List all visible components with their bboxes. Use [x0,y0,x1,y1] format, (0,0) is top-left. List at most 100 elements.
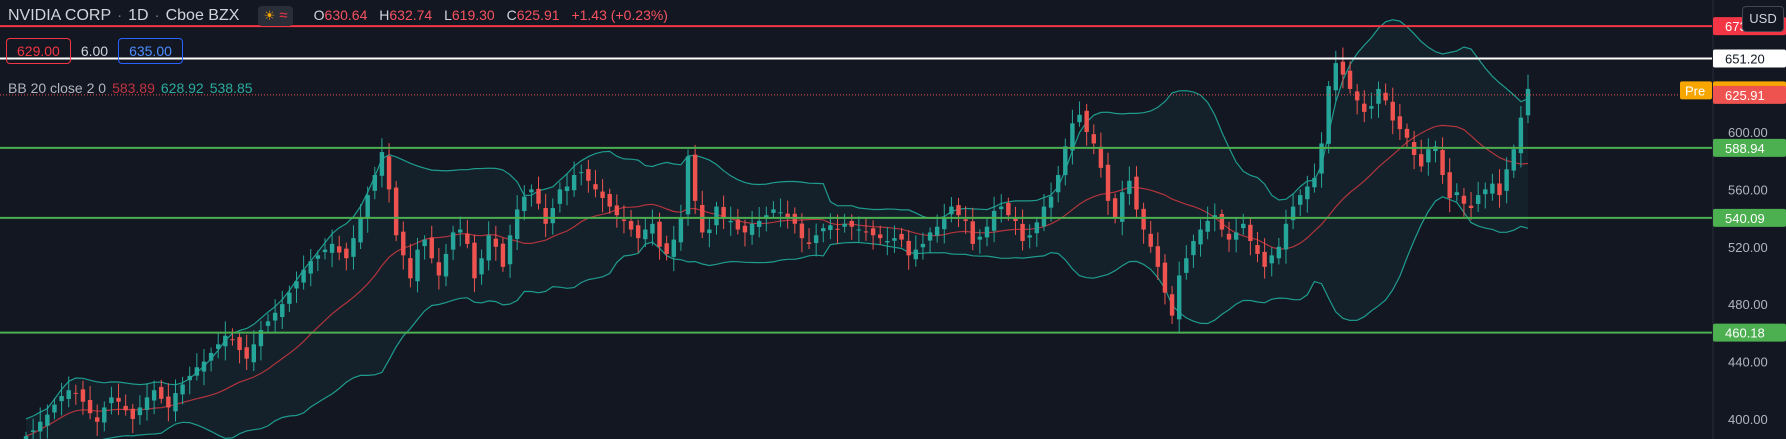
candle-body [785,213,790,219]
candle-body [486,235,491,261]
high-value: 632.74 [389,6,433,23]
interval-label[interactable]: 1D [128,6,149,24]
candle-body [52,404,57,413]
candle-body [1298,195,1303,205]
candle-body [1134,176,1139,210]
symbol-legend: NVIDIA CORP · 1D · Cboe BZX ☀ ≈ O630.64 H632.… [8,6,676,26]
candle-body [514,209,520,240]
candle-body [778,212,783,214]
candle-body [1518,117,1524,154]
candle-body [550,208,555,224]
candle-body [749,223,755,235]
bollinger-legend[interactable]: BB 20 close 2 0 583.89 628.92 538.85 [8,80,253,96]
candle-body [1468,205,1474,209]
candle-body [415,249,420,282]
candle-body [1262,251,1267,267]
candle-body [970,221,975,244]
candle-body [614,205,620,216]
candle-body [30,430,36,432]
candle-body [251,344,256,363]
candle-body [1419,154,1424,167]
candle-body [1305,186,1310,200]
candle-body [1312,177,1317,188]
candle-body [294,281,299,289]
candle-body [1404,128,1410,138]
candle-body [593,184,598,190]
candle-body [1105,164,1111,201]
candle-body [1127,180,1132,194]
candle-body [991,210,997,231]
candle-body [1283,223,1289,250]
candle-body [1091,134,1096,144]
candle-body [308,261,313,274]
market-status-badge[interactable]: ☀ ≈ [257,6,294,26]
candle-body [479,258,484,275]
candle-body [1340,61,1346,75]
candle-body [144,397,150,410]
candle-body [1077,114,1082,123]
candle-body [1461,195,1467,204]
candle-body [102,407,107,423]
candle-body [999,206,1004,210]
candle-body [379,152,385,176]
candle-body [372,175,378,191]
currency-button[interactable]: USD [1742,6,1784,32]
candle-body [1497,183,1502,196]
candle-body [1354,91,1360,101]
candle-body [771,209,776,213]
candle-body [813,235,819,244]
buy-button[interactable]: 635.00 [118,38,183,64]
candle-body [386,156,392,190]
candle-body [137,407,143,416]
candle-body [1048,196,1054,208]
candle-body [1006,202,1011,216]
candle-body [450,232,456,250]
candle-body [628,220,634,230]
symbol-name[interactable]: NVIDIA CORP [8,6,112,24]
sell-button[interactable]: 629.00 [6,38,71,64]
candle-body [344,248,349,259]
candle-body [422,239,427,247]
candle-body [856,229,862,231]
candle-body [1176,275,1182,320]
y-tick-label: 440.00 [1728,355,1768,370]
candle-body [230,339,235,341]
high-label: H [379,6,390,23]
low-label: L [444,6,452,23]
candle-body [1369,106,1374,109]
level-label: 540.09 [1725,211,1765,226]
candle-body [194,367,200,376]
candle-body [201,361,207,372]
candle-body [557,189,563,204]
candle-body [522,196,527,212]
candle-body [1198,229,1203,245]
candle-body [208,352,214,361]
candle-body [472,242,477,279]
candle-body [109,397,114,404]
close-value: 625.91 [516,6,560,23]
trade-bar: 629.00 6.00 635.00 [6,38,183,64]
open-value: 630.64 [324,6,368,23]
candle-body [66,390,71,399]
candle-body [1205,220,1210,232]
candle-body [1390,101,1395,121]
candle-body [728,220,733,223]
candle-body [116,397,121,402]
candle-body [1169,294,1175,316]
candle-body [123,405,128,411]
candle-body [80,389,86,402]
candle-body [1447,172,1452,198]
candle-body [621,219,627,221]
bb-upper-line [25,19,1529,420]
candle-body [1397,116,1403,130]
candle-body [237,337,242,351]
candle-body [1034,222,1040,234]
candle-body [579,172,584,174]
candle-body [1155,246,1161,267]
candle-body [1248,224,1253,242]
candle-body [1454,192,1460,196]
bb-upper-value: 628.92 [160,80,204,96]
candle-body [1084,110,1089,132]
candle-body [806,242,812,244]
